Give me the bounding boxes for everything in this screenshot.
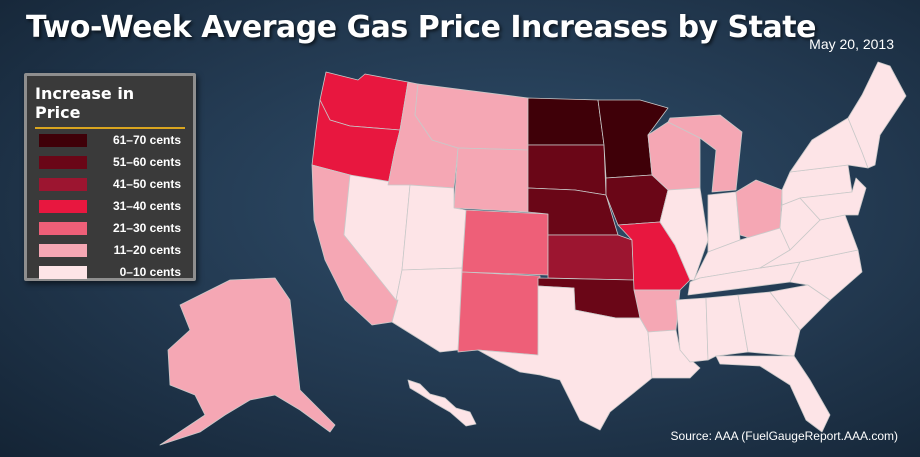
state-ak: [159, 277, 336, 446]
state-new-england: [847, 61, 907, 169]
legend-swatch: [39, 243, 87, 257]
state-la: [647, 329, 701, 379]
state-il: [659, 187, 709, 281]
state-md-de-nj: [799, 177, 867, 221]
legend-swatch: [39, 177, 87, 191]
legend-label: 41–50 cents: [112, 177, 181, 191]
legend-label: 11–20 cents: [113, 243, 181, 257]
legend-title: Increase in Price: [35, 84, 185, 129]
legend-label: 51–60 cents: [112, 155, 181, 169]
legend-item: 11–20 cents: [39, 239, 193, 261]
legend-swatch: [39, 155, 87, 169]
legend: Increase in Price 61–70 cents 51–60 cent…: [24, 73, 196, 281]
state-mi: [667, 114, 743, 193]
state-co: [461, 209, 549, 276]
state-mt: [414, 83, 529, 151]
legend-item: 61–70 cents: [39, 129, 193, 151]
state-hi: [407, 379, 477, 427]
legend-item: 51–60 cents: [39, 151, 193, 173]
legend-item: 0–10 cents: [39, 261, 193, 283]
legend-label: 31–40 cents: [112, 199, 181, 213]
legend-label: 21–30 cents: [112, 221, 181, 235]
state-nd: [527, 97, 605, 146]
source-credit: Source: AAA (FuelGaugeReport.AAA.com): [670, 429, 898, 443]
legend-swatch: [39, 221, 87, 235]
legend-swatch: [39, 133, 87, 147]
legend-swatch: [39, 199, 87, 213]
state-fl: [715, 355, 831, 433]
state-ms: [675, 297, 709, 363]
legend-item: 31–40 cents: [39, 195, 193, 217]
state-tx: [477, 285, 653, 431]
state-al: [705, 294, 749, 361]
legend-item: 21–30 cents: [39, 217, 193, 239]
date-label: May 20, 2013: [809, 36, 894, 52]
map-title: Two-Week Average Gas Price Increases by …: [26, 10, 816, 45]
legend-label: 0–10 cents: [119, 265, 181, 279]
state-ks: [547, 234, 635, 281]
legend-swatch: [39, 265, 87, 279]
state-wy: [453, 147, 529, 213]
state-nm: [457, 271, 541, 356]
legend-label: 61–70 cents: [112, 133, 181, 147]
state-ga: [737, 291, 801, 357]
state-ia: [605, 174, 669, 226]
legend-item: 41–50 cents: [39, 173, 193, 195]
state-az: [391, 267, 463, 353]
state-sd: [527, 144, 607, 196]
